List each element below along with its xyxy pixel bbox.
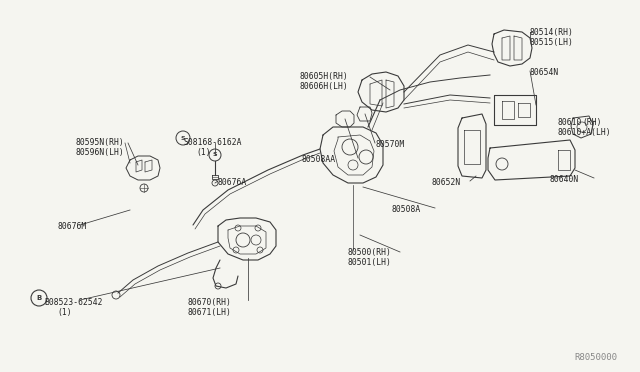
Text: S08168-6162A: S08168-6162A [183, 138, 241, 147]
Text: 80595N(RH): 80595N(RH) [75, 138, 124, 147]
Text: (1): (1) [57, 308, 72, 317]
Text: 80500(RH): 80500(RH) [348, 248, 392, 257]
Text: 80501(LH): 80501(LH) [348, 258, 392, 267]
Text: 80676A: 80676A [218, 178, 247, 187]
Text: 80676M: 80676M [58, 222, 87, 231]
Text: 80508A: 80508A [392, 205, 421, 214]
Text: 80610+A(LH): 80610+A(LH) [557, 128, 611, 137]
Text: (1): (1) [196, 148, 211, 157]
Text: 80570M: 80570M [375, 140, 404, 149]
Text: 80670(RH): 80670(RH) [188, 298, 232, 307]
Text: 80640N: 80640N [549, 175, 579, 184]
Text: 80596N(LH): 80596N(LH) [75, 148, 124, 157]
Text: 80652N: 80652N [432, 178, 461, 187]
Text: (RH): (RH) [582, 118, 602, 127]
Text: 80605H(RH): 80605H(RH) [300, 72, 349, 81]
Text: S: S [180, 135, 186, 141]
Text: B: B [36, 295, 42, 301]
Text: 80654N: 80654N [530, 68, 559, 77]
Text: 80671(LH): 80671(LH) [188, 308, 232, 317]
Text: S: S [212, 153, 218, 157]
Text: 80515(LH): 80515(LH) [530, 38, 574, 47]
Text: R8050000: R8050000 [574, 353, 617, 362]
Text: B08523-62542: B08523-62542 [44, 298, 102, 307]
Text: 80606H(LH): 80606H(LH) [300, 82, 349, 91]
Text: 80514(RH): 80514(RH) [530, 28, 574, 37]
Text: 80508AA: 80508AA [302, 155, 336, 164]
Text: 80610: 80610 [557, 118, 581, 127]
